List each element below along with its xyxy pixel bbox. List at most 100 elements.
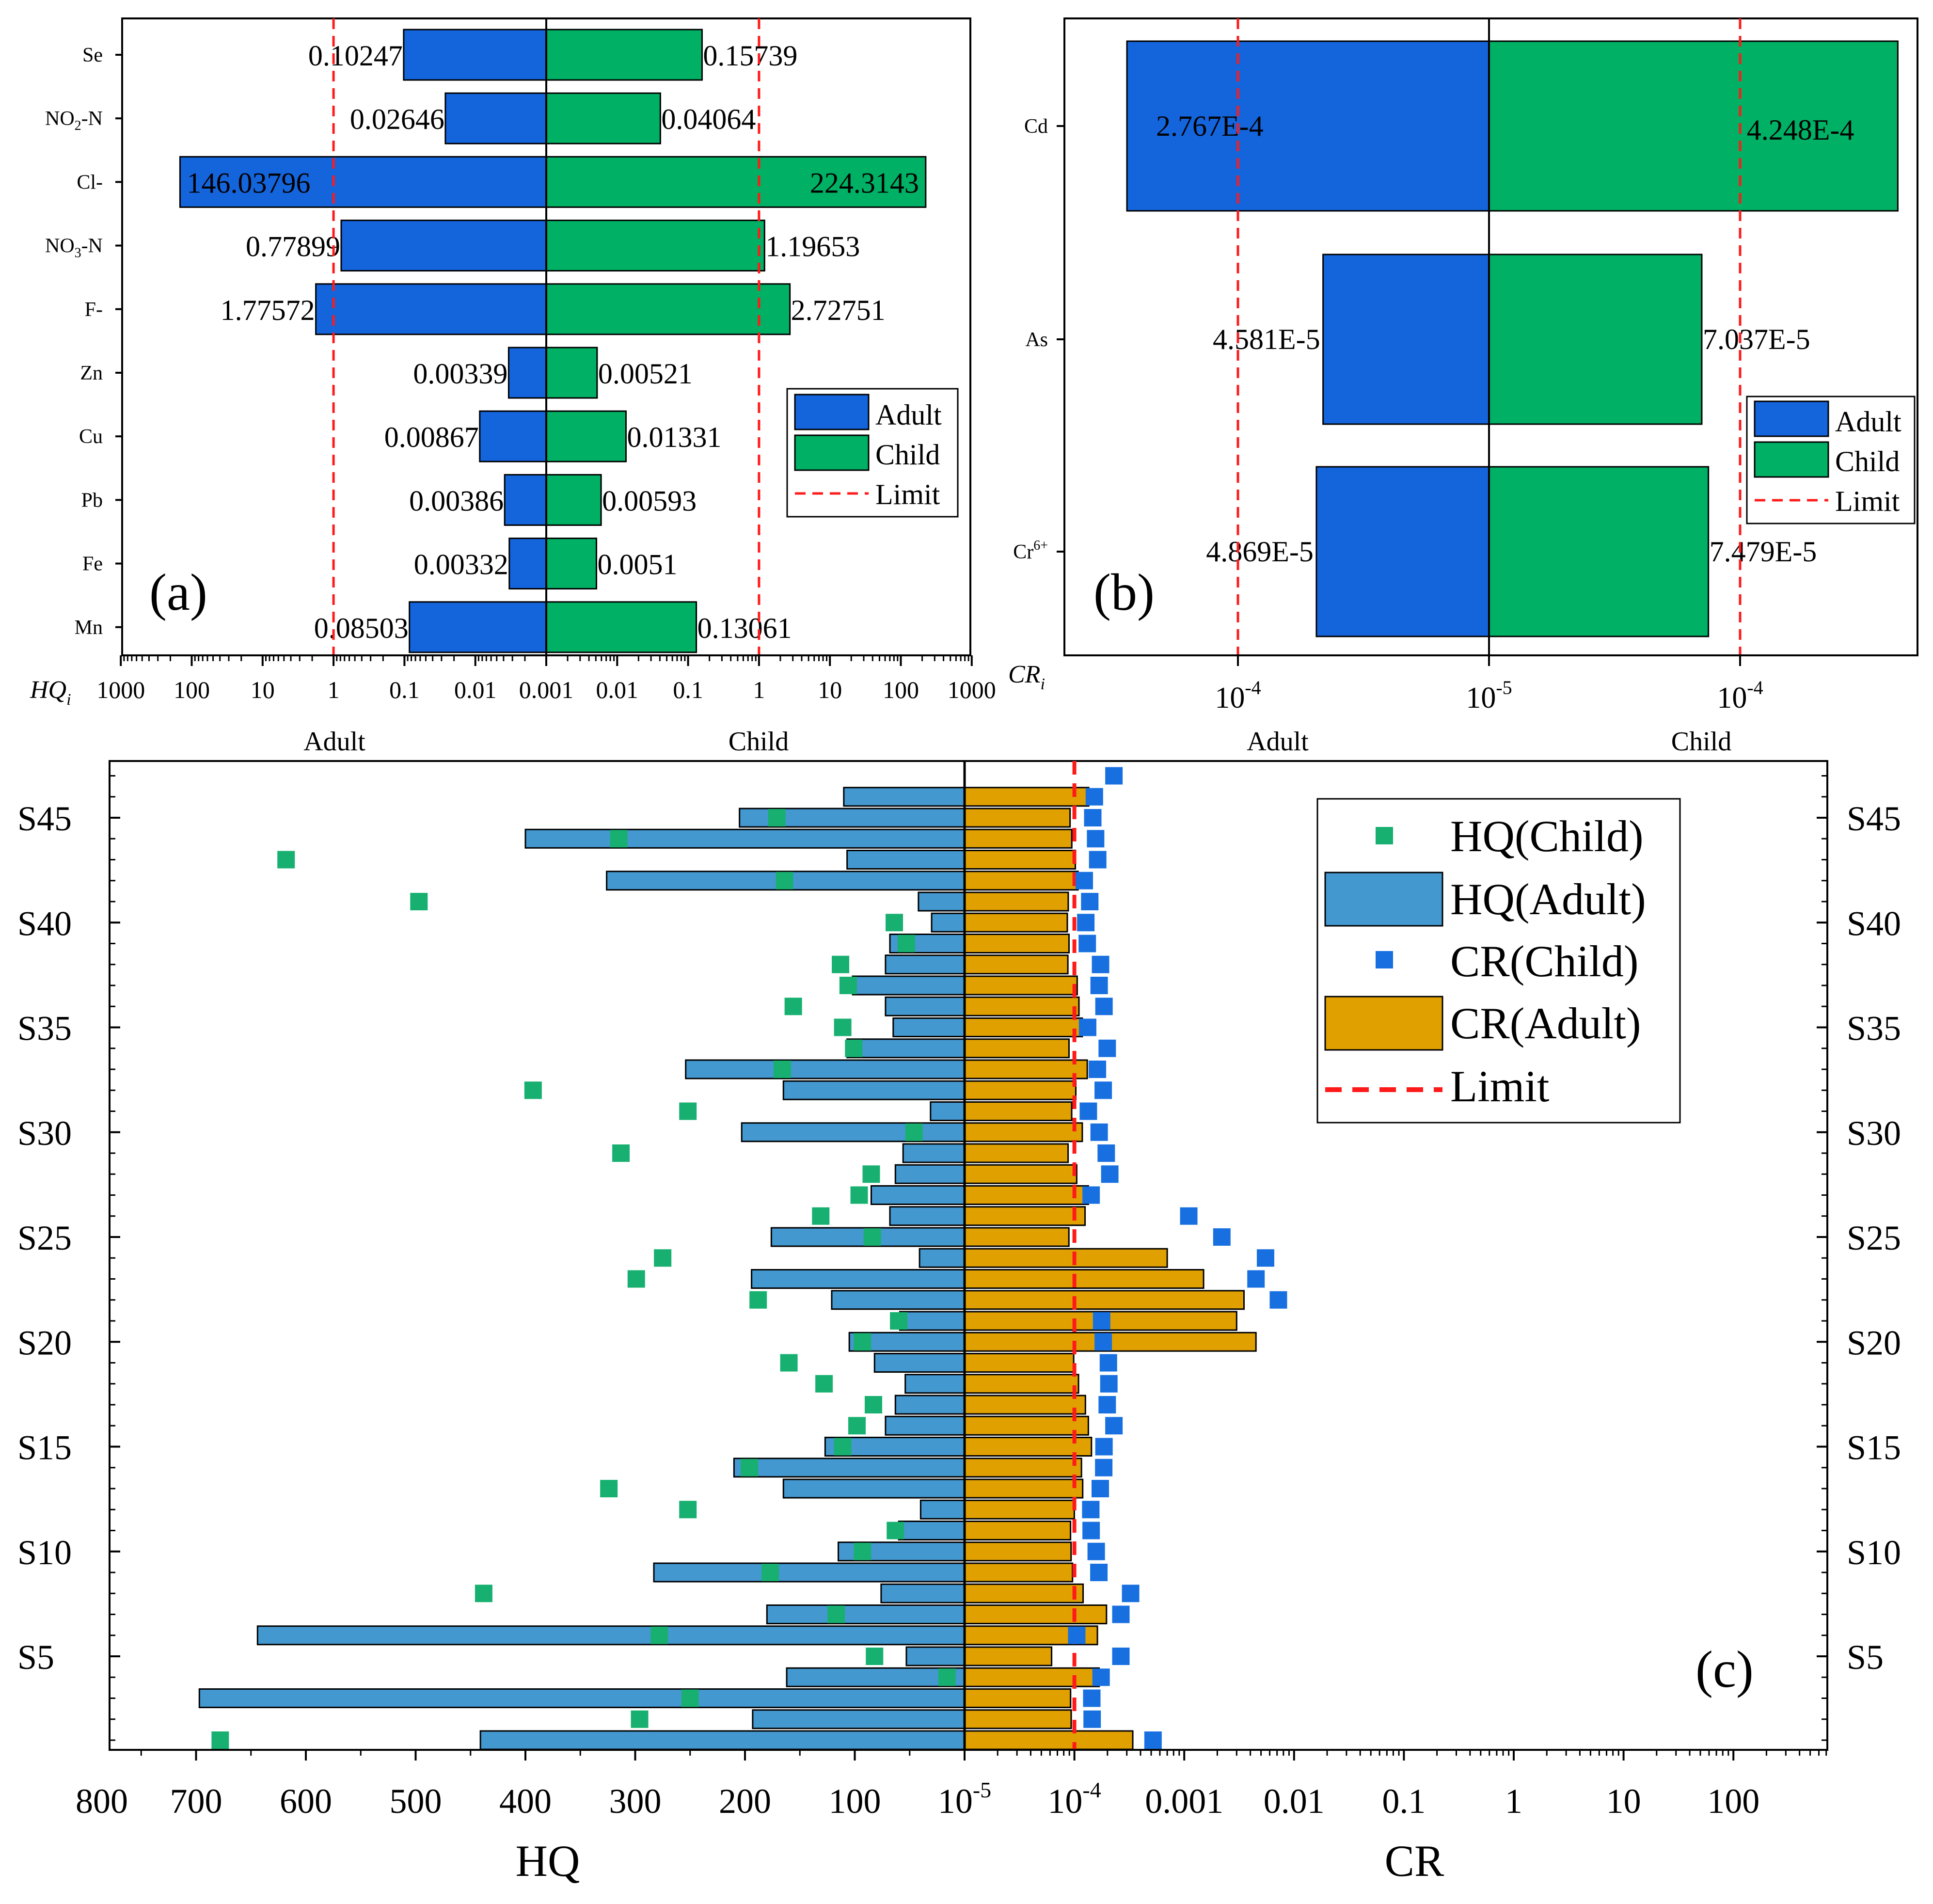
- category-a-6: Cu: [79, 426, 103, 448]
- point-c-hq-child-11: [679, 1501, 697, 1519]
- bar-c-cr-adult-36: [964, 975, 1078, 996]
- legend-c-hq-adult-text: HQ(Adult): [1450, 874, 1646, 924]
- bar-c-cr-adult-6: [964, 1604, 1108, 1624]
- legend-c-hq-child-text: HQ(Child): [1450, 811, 1644, 861]
- bar-c-hq-adult-37: [885, 954, 966, 975]
- tick-label-a-left-2: 10: [251, 676, 275, 703]
- point-c-hq-child-19: [854, 1333, 871, 1351]
- bar-c-hq-adult-10: [898, 1521, 966, 1540]
- bar-a-child-3: [545, 220, 765, 272]
- y-label-c-left-8: S45: [17, 799, 72, 838]
- bar-c-cr-adult-11: [964, 1499, 1075, 1520]
- bar-c-cr-adult-38: [964, 934, 1070, 953]
- panel-a-adult-label: Adult: [303, 727, 365, 757]
- panel-b-adult-label: Adult: [1247, 727, 1309, 757]
- y-label-c-right-0: S5: [1847, 1638, 1884, 1677]
- point-c-hq-child-0: [211, 1731, 229, 1749]
- label-a-adult-9: 0.08503: [314, 612, 409, 644]
- y-label-c-right-4: S25: [1847, 1219, 1901, 1257]
- point-c-cr-child-7: [1122, 1585, 1140, 1603]
- point-c-cr-child-46: [1105, 767, 1123, 785]
- bar-c-hq-adult-16: [894, 1395, 966, 1415]
- bar-c-hq-adult-30: [930, 1101, 966, 1121]
- tick-label-c-hq-3: 500: [390, 1782, 442, 1821]
- point-c-cr-child-17: [1100, 1375, 1118, 1393]
- panel-a-axis-symbol: HQi: [30, 676, 71, 709]
- point-c-hq-child-37: [832, 955, 850, 973]
- panel-b-child-label: Child: [1671, 727, 1731, 757]
- label-b-child-1: 7.037E-5: [1703, 323, 1810, 355]
- point-c-cr-child-5: [1068, 1626, 1086, 1644]
- label-a-adult-6: 0.00867: [384, 421, 479, 453]
- point-c-hq-child-29: [905, 1123, 923, 1141]
- point-c-hq-child-3: [938, 1668, 956, 1686]
- point-c-cr-child-16: [1098, 1396, 1116, 1413]
- label-a-child-7: 0.00593: [602, 485, 697, 517]
- point-c-hq-child-22: [627, 1270, 645, 1288]
- bar-c-hq-adult-11: [919, 1499, 966, 1520]
- legend-a-child-swatch: [794, 434, 870, 471]
- category-b-2: Cr6+: [1013, 538, 1048, 563]
- point-c-cr-child-36: [1090, 977, 1108, 994]
- point-c-cr-child-39: [1077, 914, 1095, 932]
- bar-c-hq-adult-31: [782, 1080, 966, 1100]
- bar-c-hq-adult-8: [653, 1562, 966, 1583]
- point-c-hq-child-5: [650, 1626, 668, 1644]
- point-c-cr-child-20: [1093, 1312, 1110, 1330]
- label-a-child-3: 1.19653: [765, 231, 860, 263]
- panel-a-legend: Adult Child Limit: [786, 388, 959, 518]
- bar-c-cr-adult-39: [964, 912, 1068, 933]
- bar-c-cr-adult-4: [964, 1646, 1053, 1666]
- point-c-hq-child-35: [784, 998, 802, 1015]
- bar-c-cr-adult-40: [964, 891, 1069, 912]
- bar-c-cr-adult-29: [964, 1122, 1083, 1142]
- bar-c-cr-adult-7: [964, 1583, 1084, 1603]
- category-a-3: NO3-N: [45, 235, 103, 261]
- tick-label-a-right-4: 100: [883, 676, 919, 703]
- bar-a-child-6: [545, 410, 627, 462]
- label-a-child-5: 0.00521: [598, 358, 693, 390]
- tick-label-b-1: 10-5: [1466, 677, 1512, 714]
- legend-a-adult-swatch: [794, 394, 870, 430]
- legend-b-adult-text: Adult: [1835, 406, 1901, 438]
- bar-a-child-1: [545, 92, 661, 144]
- point-c-hq-child-24: [863, 1228, 881, 1246]
- point-c-hq-child-27: [862, 1165, 880, 1183]
- panel-b-label: (b): [1093, 564, 1155, 621]
- bar-c-cr-adult-44: [964, 808, 1071, 828]
- y-label-c-left-4: S25: [17, 1219, 72, 1257]
- bar-c-hq-adult-40: [918, 891, 966, 912]
- bar-a-child-4: [545, 283, 791, 335]
- tick-label-a-center: 0.001: [519, 676, 574, 703]
- legend-c-limit-text: Limit: [1450, 1062, 1550, 1111]
- bar-c-cr-adult-41: [964, 871, 1079, 891]
- tick-label-a-right-0: 0.01: [596, 676, 639, 703]
- bar-c-cr-adult-32: [964, 1059, 1088, 1079]
- bar-c-cr-adult-2: [964, 1688, 1072, 1708]
- bar-c-hq-adult-26: [870, 1185, 966, 1205]
- category-b-1: As: [1025, 329, 1048, 351]
- tick-label-c-cr-6: 10: [1606, 1782, 1641, 1821]
- bar-c-cr-adult-15: [964, 1415, 1089, 1436]
- tick-label-c-hq-6: 200: [719, 1782, 771, 1821]
- panel-b-legend: Adult Child Limit: [1746, 396, 1916, 524]
- point-c-hq-child-14: [834, 1438, 852, 1456]
- point-c-hq-child-2: [681, 1689, 699, 1707]
- y-label-c-right-8: S45: [1847, 799, 1901, 838]
- point-c-hq-child-38: [897, 935, 915, 952]
- legend-a-adult-text: Adult: [875, 399, 942, 431]
- tick-label-a-left-1: 100: [174, 676, 210, 703]
- category-a-0: Se: [82, 44, 103, 66]
- bar-a-adult-5: [507, 347, 547, 399]
- label-b-child-2: 7.479E-5: [1710, 536, 1817, 568]
- panel-b-axis-symbol: CRi: [1008, 661, 1045, 693]
- point-c-cr-child-35: [1095, 998, 1113, 1015]
- point-c-hq-child-4: [866, 1648, 884, 1665]
- bar-c-cr-adult-35: [964, 996, 1080, 1016]
- point-c-hq-child-16: [865, 1396, 883, 1413]
- point-c-cr-child-10: [1082, 1522, 1100, 1539]
- point-c-cr-child-14: [1095, 1438, 1113, 1456]
- tick-label-b-2: 10-4: [1717, 677, 1763, 714]
- legend-a-child-text: Child: [875, 439, 940, 471]
- label-a-adult-3: 0.77899: [246, 231, 340, 263]
